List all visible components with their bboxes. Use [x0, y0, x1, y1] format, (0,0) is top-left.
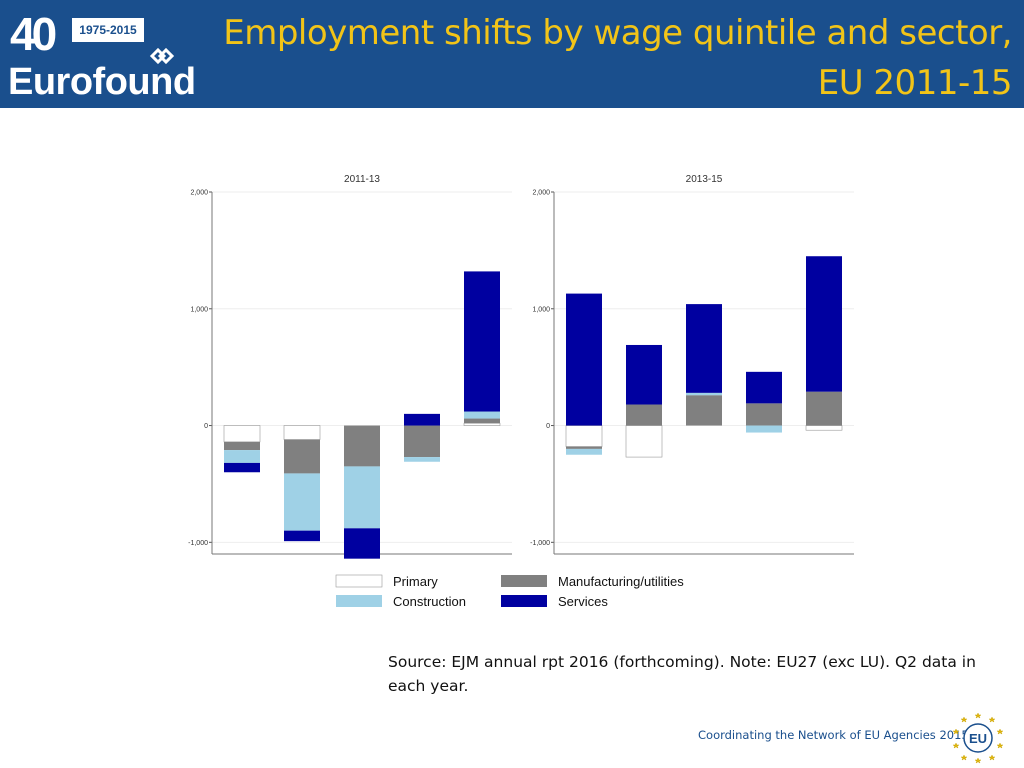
y-tick-label: 2,000: [190, 190, 208, 197]
header-bar: 40 1975-2015 Eurofound Employment shifts…: [0, 0, 1024, 108]
bar-segment: [686, 395, 722, 426]
bar-segment: [566, 448, 602, 455]
legend-label: Construction: [393, 594, 466, 609]
legend-label: Services: [558, 594, 608, 609]
slide-title: Employment shifts by wage quintile and s…: [223, 8, 1012, 108]
bar-segment: [626, 404, 662, 426]
bar-segment: [224, 441, 260, 451]
bar-segment: [284, 439, 320, 474]
bar-segment: [566, 446, 602, 449]
bar-segment: [806, 391, 842, 426]
bar-segment: [404, 425, 440, 458]
slide-title-line-2: EU 2011-15: [817, 63, 1013, 103]
eurofound-logo[interactable]: 40 1975-2015 Eurofound: [8, 8, 213, 102]
bar-segment: [746, 425, 782, 433]
eu-agencies-network-badge-icon: EU: [952, 712, 1004, 764]
logo-brand-name: Eurofound: [8, 61, 196, 103]
bar-segment: [283, 425, 321, 440]
bar-segment: [686, 392, 722, 396]
bar-segment: [463, 422, 501, 426]
bar-segment: [746, 403, 782, 426]
slide-title-line-1: Employment shifts by wage quintile and s…: [223, 13, 1012, 53]
bar-segment: [566, 293, 602, 426]
bar-segment: [224, 462, 260, 473]
chart-legend: Primary Manufacturing/utilities Constructi…: [335, 574, 684, 609]
legend-swatch: [501, 575, 547, 587]
footer-text: Coordinating the Network of EU Agencies …: [698, 728, 969, 742]
legend-label: Primary: [393, 574, 438, 589]
chart-title: 2011-13: [344, 174, 380, 185]
y-tick-label: 1,000: [190, 306, 208, 313]
bar-segment: [806, 256, 842, 392]
y-tick-label: 1,000: [532, 306, 550, 313]
legend-label: Manufacturing/utilities: [558, 574, 684, 589]
logo-mark-icon: [149, 47, 175, 65]
logo-years-badge: 1975-2015: [72, 18, 144, 42]
y-tick-label: 2,000: [532, 190, 550, 197]
employment-shift-charts: 2011-13 2,000 1,000 0 -1,000 2013-15 2,000 1,00…: [188, 174, 854, 609]
chart-title: 2013-15: [686, 174, 723, 185]
bar-segment: [344, 466, 380, 529]
bar-segment: [224, 450, 260, 463]
y-tick-label: 0: [546, 423, 550, 430]
legend-swatch: [336, 595, 382, 607]
chart-panel-2013-15: 2013-15 2,000 1,000 0 -1,000: [530, 174, 854, 555]
bar-segment: [284, 530, 320, 542]
bar-segment: [464, 411, 500, 419]
bar-segment: [565, 425, 603, 447]
bar-segment: [464, 271, 500, 412]
y-tick-label: -1,000: [188, 540, 208, 547]
bar-segment: [686, 304, 722, 393]
bar-segment: [344, 425, 380, 467]
bar-segment: [805, 425, 843, 431]
source-note: Source: EJM annual rpt 2016 (forthcoming…: [388, 653, 976, 695]
bar-segment: [404, 413, 440, 426]
legend-swatch: [501, 595, 547, 607]
chart-panel-2011-13: 2011-13 2,000 1,000 0 -1,000: [188, 174, 512, 559]
bar-segment: [464, 418, 500, 424]
bar-segment: [223, 425, 261, 443]
y-tick-label: -1,000: [530, 540, 550, 547]
bar-segment: [284, 473, 320, 531]
legend-swatch: [335, 574, 383, 588]
bar-segment: [344, 528, 380, 559]
eu-badge-text: EU: [969, 731, 987, 746]
bar-segment: [626, 344, 662, 405]
bar-segment: [404, 457, 440, 462]
bar-segment: [625, 425, 663, 458]
bar-segment: [746, 371, 782, 404]
y-tick-label: 0: [204, 423, 208, 430]
logo-anniversary-number: 40: [10, 8, 57, 60]
